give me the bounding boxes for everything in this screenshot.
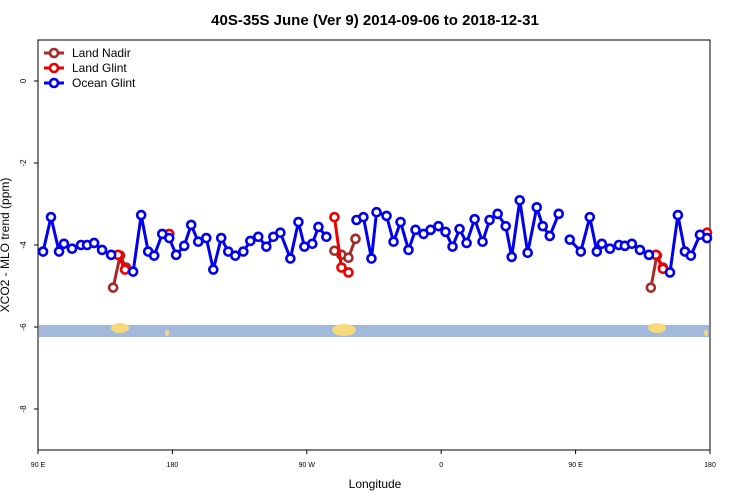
legend-marker: [48, 77, 60, 89]
point: [336, 262, 347, 273]
point: [127, 266, 139, 277]
point: [461, 237, 472, 249]
point: [425, 224, 436, 236]
x-tick-label: 180: [704, 462, 716, 469]
point: [285, 253, 296, 264]
point: [293, 216, 304, 228]
point: [626, 238, 638, 250]
point: [371, 206, 382, 218]
point: [403, 244, 414, 256]
point: [185, 219, 197, 231]
legend-marker: [48, 47, 60, 59]
y-tick-label: -6: [19, 323, 28, 331]
point: [307, 238, 318, 250]
point: [447, 241, 458, 252]
point: [492, 208, 503, 220]
y-tick-label: -4: [19, 241, 28, 249]
point: [454, 223, 465, 235]
point: [245, 235, 256, 247]
y-tick-label: 0: [19, 78, 28, 83]
point: [484, 214, 495, 226]
point: [395, 216, 406, 228]
point: [329, 211, 340, 223]
point: [148, 250, 160, 261]
point: [564, 234, 576, 245]
point: [634, 244, 646, 256]
point: [135, 209, 147, 221]
point: [553, 208, 565, 220]
point: [366, 253, 377, 264]
point: [37, 246, 49, 257]
point: [358, 211, 369, 223]
point: [477, 236, 488, 248]
y-axis-label: XCO2 - MLO trend (ppm): [0, 178, 12, 313]
point: [105, 249, 117, 261]
point: [643, 249, 655, 261]
point: [321, 231, 332, 243]
point: [664, 267, 676, 278]
point: [433, 220, 444, 232]
point: [410, 224, 421, 236]
x-tick-label: 90 E: [31, 462, 46, 469]
x-tick-label: 180: [167, 462, 179, 469]
x-tick-label: 90 W: [299, 462, 316, 469]
point: [229, 250, 241, 261]
point: [58, 238, 70, 250]
point: [575, 246, 587, 257]
point: [522, 247, 533, 259]
point: [252, 231, 264, 243]
point: [645, 282, 657, 293]
point: [381, 210, 392, 222]
point: [88, 237, 100, 249]
legend-label: Land Nadir: [72, 46, 131, 60]
map-strip: [39, 323, 709, 337]
point: [701, 232, 713, 244]
point: [200, 232, 212, 244]
point: [170, 249, 182, 261]
point: [215, 232, 227, 244]
point: [313, 221, 324, 233]
y-tick-label: -2: [19, 159, 28, 167]
legend-marker: [48, 62, 60, 74]
point: [119, 264, 131, 275]
point: [591, 246, 603, 257]
x-axis-label: Longitude: [349, 477, 402, 491]
point: [685, 250, 697, 261]
point: [531, 201, 543, 213]
point: [107, 282, 119, 293]
legend-label: Ocean Glint: [72, 76, 136, 90]
point: [388, 236, 399, 248]
point: [275, 227, 286, 238]
point: [343, 267, 354, 278]
point: [53, 246, 65, 257]
point: [672, 209, 684, 221]
point: [163, 232, 175, 244]
point: [66, 243, 78, 254]
legend-label: Land Glint: [72, 61, 127, 75]
point: [350, 233, 361, 245]
point: [96, 244, 108, 256]
point: [537, 220, 549, 232]
point: [343, 252, 354, 264]
point: [178, 240, 190, 252]
x-tick-label: 90 E: [568, 462, 583, 469]
point: [500, 220, 512, 232]
point: [45, 211, 57, 223]
point: [596, 238, 608, 250]
point: [261, 241, 272, 252]
point: [514, 195, 526, 206]
point: [584, 211, 596, 223]
point: [544, 230, 556, 242]
point: [440, 226, 451, 238]
point: [469, 213, 480, 225]
point: [506, 251, 517, 263]
point: [208, 264, 219, 275]
point: [238, 246, 249, 257]
x-tick-label: 0: [439, 462, 443, 469]
chart-title: 40S-35S June (Ver 9) 2014-09-06 to 2018-…: [211, 12, 539, 29]
y-tick-label: -8: [19, 405, 28, 413]
point: [192, 236, 204, 248]
point: [604, 243, 616, 254]
